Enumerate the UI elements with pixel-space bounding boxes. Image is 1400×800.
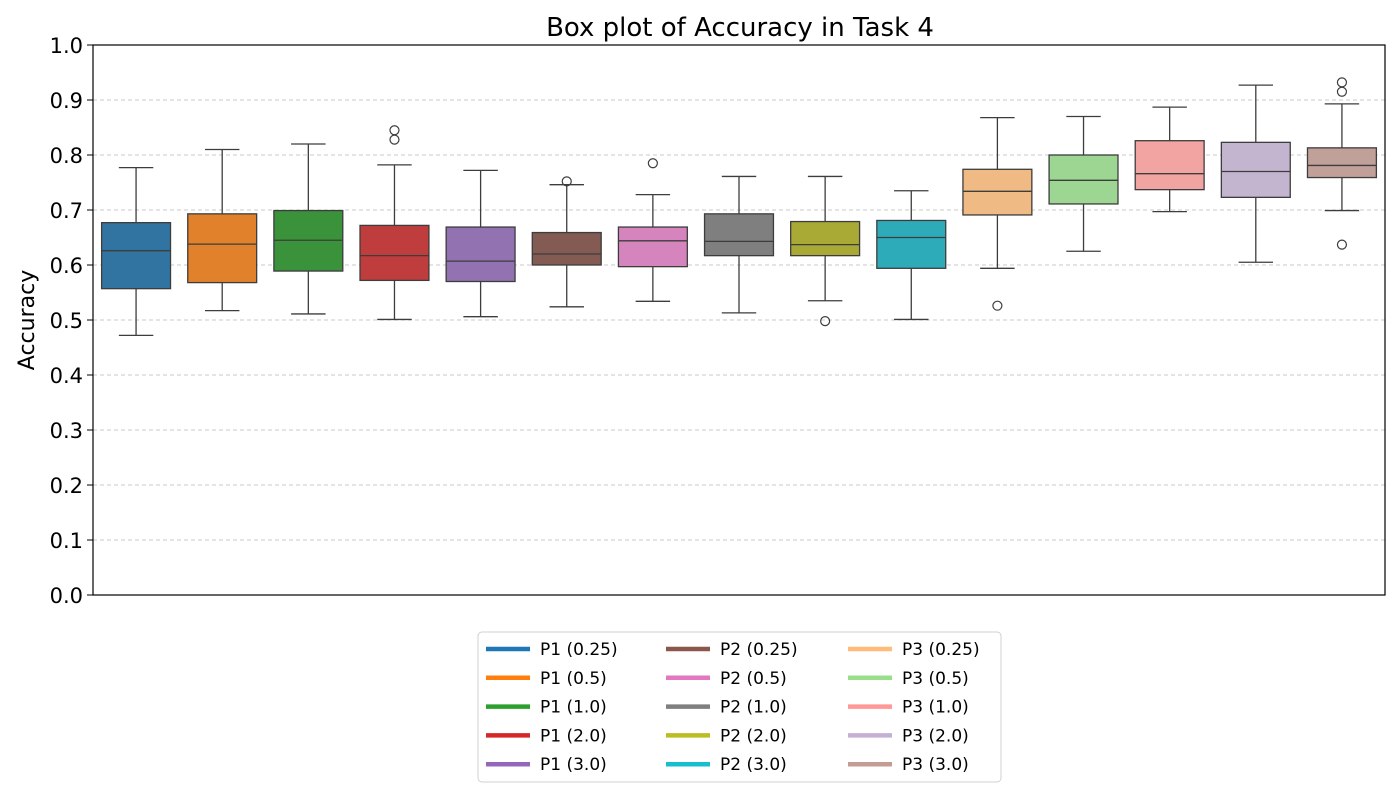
box-14: [1220, 84, 1291, 263]
y-tick-label: 0.6: [50, 254, 83, 278]
box-5: [445, 169, 516, 318]
legend-item: P2 (0.25): [666, 640, 798, 660]
legend-label: P1 (0.5): [540, 669, 607, 689]
legend-label: P2 (0.5): [720, 669, 787, 689]
box-10: [876, 190, 947, 321]
legend-label: P1 (1.0): [540, 698, 607, 718]
iqr-box: [187, 213, 258, 284]
iqr-box: [617, 226, 688, 268]
box-1: [100, 166, 172, 337]
legend-item: P3 (2.0): [848, 726, 969, 746]
iqr-box: [1220, 141, 1291, 199]
outlier-point: [1336, 239, 1348, 250]
iqr-box: [531, 231, 602, 266]
legend-label: P1 (0.25): [540, 640, 618, 660]
legend-item: P1 (0.5): [486, 669, 607, 689]
legend-item: P1 (1.0): [486, 698, 607, 718]
box-4: [359, 125, 430, 321]
chart-title: Box plot of Accuracy in Task 4: [546, 13, 934, 43]
outlier-point: [1336, 77, 1348, 88]
iqr-box: [1134, 140, 1205, 191]
iqr-box: [876, 219, 947, 269]
legend-item: P2 (3.0): [666, 755, 787, 775]
legend-item: P3 (0.5): [848, 669, 969, 689]
legend-item: P3 (1.0): [848, 698, 969, 718]
outlier-point: [992, 300, 1003, 311]
box-15: [1306, 77, 1378, 250]
box-11: [962, 116, 1033, 311]
legend-item: P3 (3.0): [848, 755, 969, 775]
y-tick-label: 0.1: [50, 529, 83, 553]
iqr-box: [445, 226, 516, 283]
y-tick-label: 0.2: [50, 474, 83, 498]
y-tick-label: 0.3: [50, 419, 83, 443]
outlier-point: [1336, 86, 1348, 97]
legend-label: P3 (3.0): [902, 755, 969, 775]
y-axis-label: Accuracy: [15, 270, 40, 370]
y-tick-label: 0.7: [50, 199, 83, 223]
outlier-point: [820, 316, 831, 327]
legend-item: P3 (0.25): [848, 640, 980, 660]
iqr-box: [790, 220, 861, 257]
y-tick-label: 0.0: [50, 584, 83, 608]
box-3: [273, 143, 344, 315]
iqr-box: [962, 168, 1033, 216]
outlier-point: [389, 134, 400, 145]
outlier-point: [389, 125, 400, 136]
legend: P1 (0.25) P1 (0.5) P1 (1.0) P1 (2.0) P1 (3.0…: [477, 631, 1002, 783]
iqr-box: [1048, 154, 1119, 205]
legend-label: P3 (1.0): [902, 698, 969, 718]
y-tick-label: 1.0: [50, 34, 83, 58]
y-axis-ticks: 0.0 0.1 0.2 0.3 0.4 0.5 0.6 0.7 0.8 0.9 1.0: [50, 34, 93, 608]
legend-label: P2 (3.0): [720, 755, 787, 775]
legend-item: P1 (2.0): [486, 726, 607, 746]
legend-label: P2 (2.0): [720, 726, 787, 746]
legend-label: P1 (2.0): [540, 726, 607, 746]
legend-label: P2 (1.0): [720, 698, 787, 718]
y-tick-label: 0.9: [50, 89, 83, 113]
legend-label: P3 (0.25): [902, 640, 980, 660]
legend-item: P1 (3.0): [486, 755, 607, 775]
box-13: [1134, 106, 1205, 213]
box-2: [187, 148, 258, 312]
box-7: [617, 158, 688, 302]
legend-label: P3 (2.0): [902, 726, 969, 746]
legend-item: P2 (1.0): [666, 698, 787, 718]
legend-item: P2 (2.0): [666, 726, 787, 746]
iqr-box: [100, 221, 172, 290]
outlier-point: [561, 176, 572, 187]
y-tick-label: 0.4: [50, 364, 83, 388]
legend-item: P1 (0.25): [486, 640, 618, 660]
box-6: [531, 176, 602, 308]
iqr-box: [359, 224, 430, 282]
box-9: [790, 175, 861, 327]
y-tick-label: 0.8: [50, 144, 83, 168]
outlier-point: [647, 158, 658, 169]
box-12: [1048, 115, 1119, 252]
legend-item: P2 (0.5): [666, 669, 787, 689]
iqr-box: [703, 213, 775, 257]
box-8: [703, 175, 775, 314]
legend-label: P3 (0.5): [902, 669, 969, 689]
box-series: [100, 77, 1378, 337]
iqr-box: [1306, 147, 1378, 179]
legend-label: P2 (0.25): [720, 640, 798, 660]
y-tick-label: 0.5: [50, 309, 83, 333]
legend-label: P1 (3.0): [540, 755, 607, 775]
legend-frame: [477, 631, 1002, 783]
